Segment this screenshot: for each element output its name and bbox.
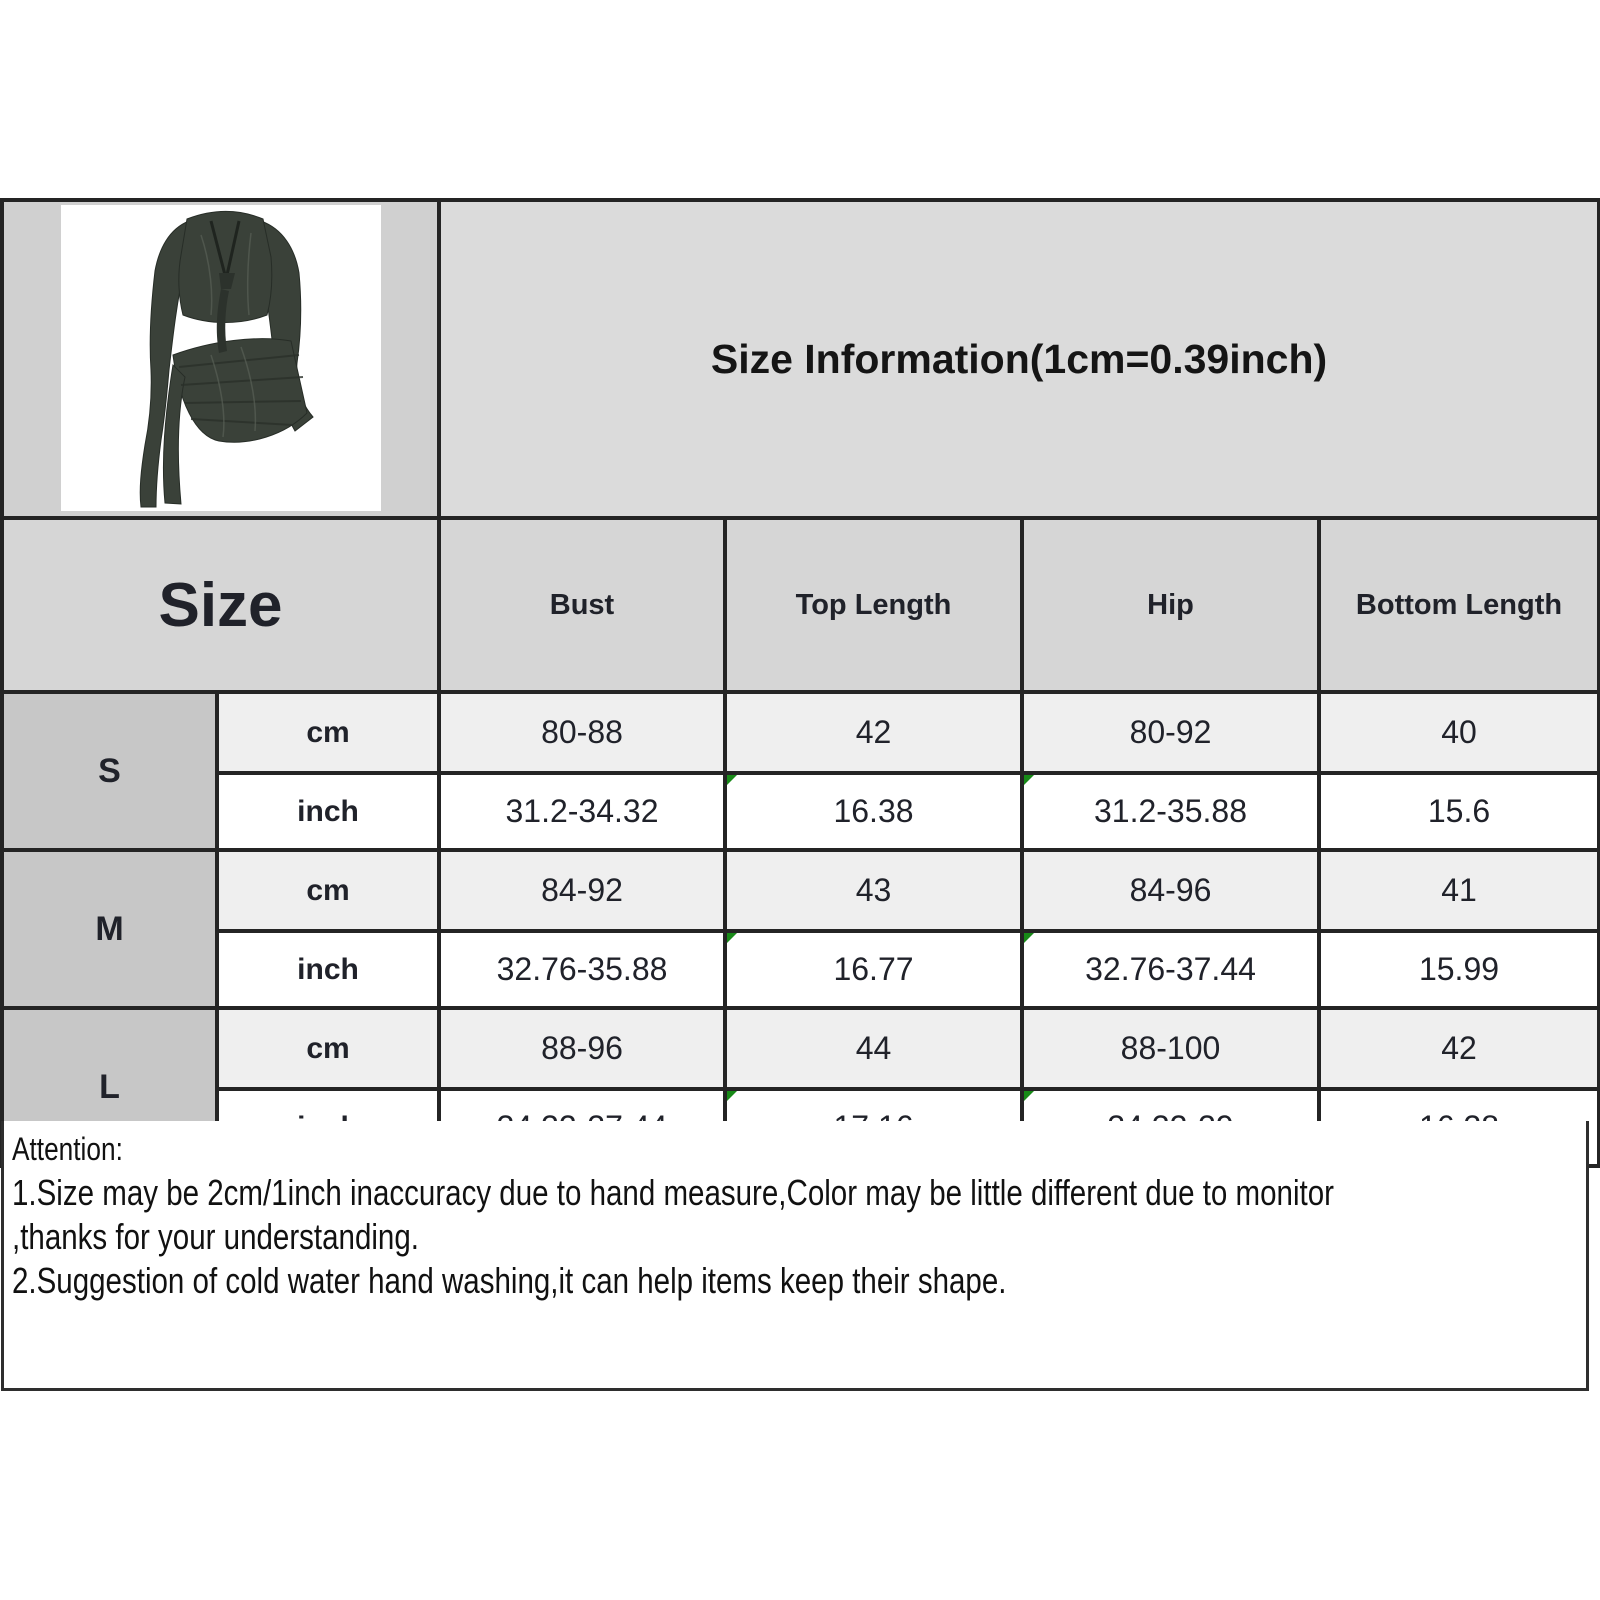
cell-m-toplength-inch: 16.77 <box>723 929 1024 1010</box>
unit-cm-label: cm <box>215 690 441 775</box>
row-s-cm: S cm 80-88 42 80-92 40 <box>0 690 1600 852</box>
banner-row: Size Information(1cm=0.39inch) <box>0 198 1600 520</box>
cell-value: 16.38 <box>833 793 914 829</box>
comment-triangle-icon <box>1026 1093 1043 1101</box>
page-title: Size Information(1cm=0.39inch) <box>710 335 1328 382</box>
cell-m-hip-cm: 84-96 <box>1020 848 1321 933</box>
unit-cm-label: cm <box>215 848 441 933</box>
comment-triangle-icon <box>729 777 746 785</box>
cell-m-toplength-cm: 43 <box>723 848 1024 933</box>
cell-value: 16.77 <box>833 951 914 987</box>
column-header-bottom-length: Bottom Length <box>1317 516 1600 694</box>
comment-triangle-icon <box>1026 777 1043 785</box>
cell-m-hip-inch: 32.76-37.44 <box>1020 929 1321 1010</box>
row-l-cm: L cm 88-96 44 88-100 42 <box>0 1006 1600 1168</box>
attention-line-1: 1.Size may be 2cm/1inch inaccuracy due t… <box>12 1172 1334 1213</box>
cell-l-bottomlength-cm: 42 <box>1317 1006 1600 1091</box>
cell-s-toplength-cm: 42 <box>723 690 1024 775</box>
cell-l-bust-cm: 88-96 <box>437 1006 727 1091</box>
attention-note: Attention: 1.Size may be 2cm/1inch inacc… <box>1 1121 1589 1391</box>
column-header-bust: Bust <box>437 516 727 694</box>
product-photo-cell <box>0 198 441 520</box>
cell-l-toplength-cm: 44 <box>723 1006 1024 1091</box>
garment-illustration <box>139 211 314 508</box>
cell-s-toplength-inch: 16.38 <box>723 771 1024 852</box>
unit-cm-label: cm <box>215 1006 441 1091</box>
attention-line-3: 2.Suggestion of cold water hand washing,… <box>12 1260 1007 1301</box>
cell-s-bottomlength-inch: 15.6 <box>1317 771 1600 852</box>
cell-value: 32.76-37.44 <box>1085 951 1256 987</box>
attention-heading: Attention: <box>12 1131 123 1167</box>
comment-triangle-icon <box>729 1093 746 1101</box>
comment-triangle-icon <box>1026 935 1043 943</box>
cell-m-bust-cm: 84-92 <box>437 848 727 933</box>
unit-inch-label: inch <box>215 929 441 1010</box>
cell-m-bottomlength-cm: 41 <box>1317 848 1600 933</box>
product-photo <box>61 205 381 511</box>
title-cell: Size Information(1cm=0.39inch) <box>437 198 1600 520</box>
size-header: Size <box>0 516 441 694</box>
size-label-m: M <box>0 848 219 1010</box>
column-header-top-length: Top Length <box>723 516 1024 694</box>
cell-s-hip-inch: 31.2-35.88 <box>1020 771 1321 852</box>
column-header-hip: Hip <box>1020 516 1321 694</box>
cell-m-bust-inch: 32.76-35.88 <box>437 929 727 1010</box>
cell-s-hip-cm: 80-92 <box>1020 690 1321 775</box>
row-m-inch: inch 32.76-35.88 16.77 32.76-37.44 15.99 <box>2 929 1600 1010</box>
cell-value: 31.2-35.88 <box>1093 793 1247 829</box>
cell-m-bottomlength-inch: 15.99 <box>1317 929 1600 1010</box>
cell-s-bust-cm: 80-88 <box>437 690 727 775</box>
row-m-cm: M cm 84-92 43 84-96 41 <box>0 848 1600 1010</box>
unit-inch-label: inch <box>215 771 441 852</box>
row-s-inch: inch 31.2-34.32 16.38 31.2-35.88 15.6 <box>2 771 1600 852</box>
size-label-s: S <box>0 690 219 852</box>
cell-s-bust-inch: 31.2-34.32 <box>437 771 727 852</box>
attention-line-2: ,thanks for your understanding. <box>12 1216 419 1257</box>
comment-triangle-icon <box>729 935 746 943</box>
cell-s-bottomlength-cm: 40 <box>1317 690 1600 775</box>
header-row: Size Bust Top Length Hip Bottom Length <box>0 516 1600 694</box>
cell-l-hip-cm: 88-100 <box>1020 1006 1321 1091</box>
size-information-table: Size Information(1cm=0.39inch) Size Bust… <box>0 198 1600 1168</box>
